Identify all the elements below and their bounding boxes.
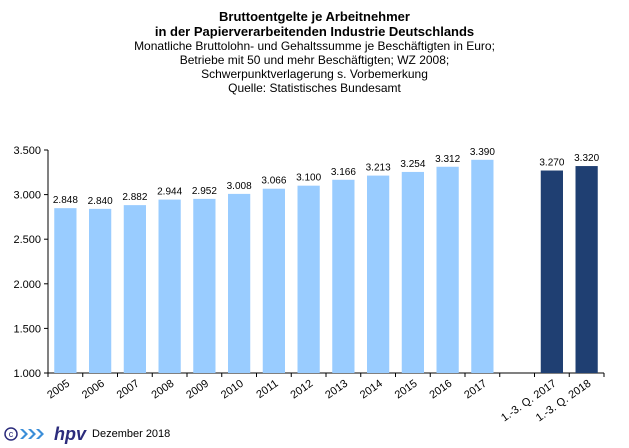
x-tick-label: 2015: [393, 378, 420, 402]
bar: [401, 171, 424, 373]
bar-value-label: 2.952: [192, 186, 217, 197]
bar: [193, 198, 216, 373]
x-tick-label: 2009: [184, 378, 211, 402]
chart-subtitle-line-2: Betriebe mit 50 und mehr Beschäftigten; …: [179, 53, 450, 67]
bar-value-label: 3.166: [331, 167, 356, 178]
bar-value-label: 3.066: [261, 176, 286, 187]
bar-value-label: 3.254: [400, 159, 425, 170]
bar-value-label: 3.270: [539, 158, 564, 169]
x-tick-label: 2014: [358, 378, 385, 402]
x-tick-label: 2005: [45, 378, 72, 402]
bar: [367, 175, 390, 373]
chart-subtitle-line-4: Quelle: Statistisches Bundesamt: [228, 81, 401, 95]
y-tick-label: 3.500: [13, 145, 41, 157]
chart-title-block: Bruttoentgelte je Arbeitnehmer in der Pa…: [0, 9, 629, 95]
bar-value-label: 2.882: [122, 192, 147, 203]
x-tick-label: 2011: [254, 378, 280, 401]
bar-value-label: 2.840: [88, 196, 113, 207]
hpv-logo-icon: c: [4, 427, 44, 441]
y-tick-label: 3.000: [13, 190, 41, 202]
y-tick-label: 2.000: [13, 279, 41, 291]
bar: [228, 193, 251, 373]
bar: [575, 166, 598, 373]
bar-value-label: 3.390: [470, 147, 495, 158]
x-tick-label: 2012: [288, 378, 315, 402]
chart-title-line-1: Bruttoentgelte je Arbeitnehmer: [219, 9, 410, 24]
bar: [54, 208, 77, 373]
bar-value-label: 3.008: [227, 181, 252, 192]
y-tick-label: 2.500: [13, 234, 41, 246]
x-tick-label: 2007: [115, 378, 142, 402]
x-tick-label: 2013: [323, 378, 350, 402]
chart-subtitle-line-3: Schwerpunktverlagerung s. Vorbemerkung: [201, 67, 428, 81]
x-tick-label: 2006: [80, 378, 107, 402]
chart-subtitle-line-1: Monatliche Bruttolohn- und Gehaltssumme …: [134, 39, 495, 53]
y-tick-label: 1.000: [13, 368, 41, 380]
bar: [540, 170, 563, 373]
bar: [262, 188, 285, 373]
y-tick-label: 1.500: [13, 323, 41, 335]
bar: [89, 208, 112, 373]
bar: [436, 166, 459, 373]
chart-title-line-2: in der Papierverarbeitenden Industrie De…: [154, 24, 475, 39]
hpv-logo-text: hpv: [54, 423, 87, 444]
x-tick-label: 2017: [462, 378, 489, 402]
x-tick-label: 2008: [149, 378, 176, 402]
bar-value-label: 2.848: [53, 195, 78, 206]
bar: [123, 205, 146, 373]
x-tick-label: 2016: [427, 378, 454, 402]
svg-text:c: c: [9, 429, 14, 439]
bar-value-label: 3.312: [435, 154, 460, 165]
bar-value-label: 3.320: [574, 153, 599, 164]
footer: c hpv Dezember 2018: [4, 424, 170, 444]
bar-value-label: 3.213: [366, 163, 391, 174]
bar: [471, 159, 494, 373]
bar: [297, 185, 320, 373]
bar-value-label: 3.100: [296, 173, 321, 184]
bar: [332, 179, 355, 373]
bar: [158, 199, 181, 373]
bar-value-label: 2.944: [157, 187, 182, 198]
footer-date: Dezember 2018: [92, 428, 171, 440]
x-tick-label: 2010: [219, 378, 246, 402]
